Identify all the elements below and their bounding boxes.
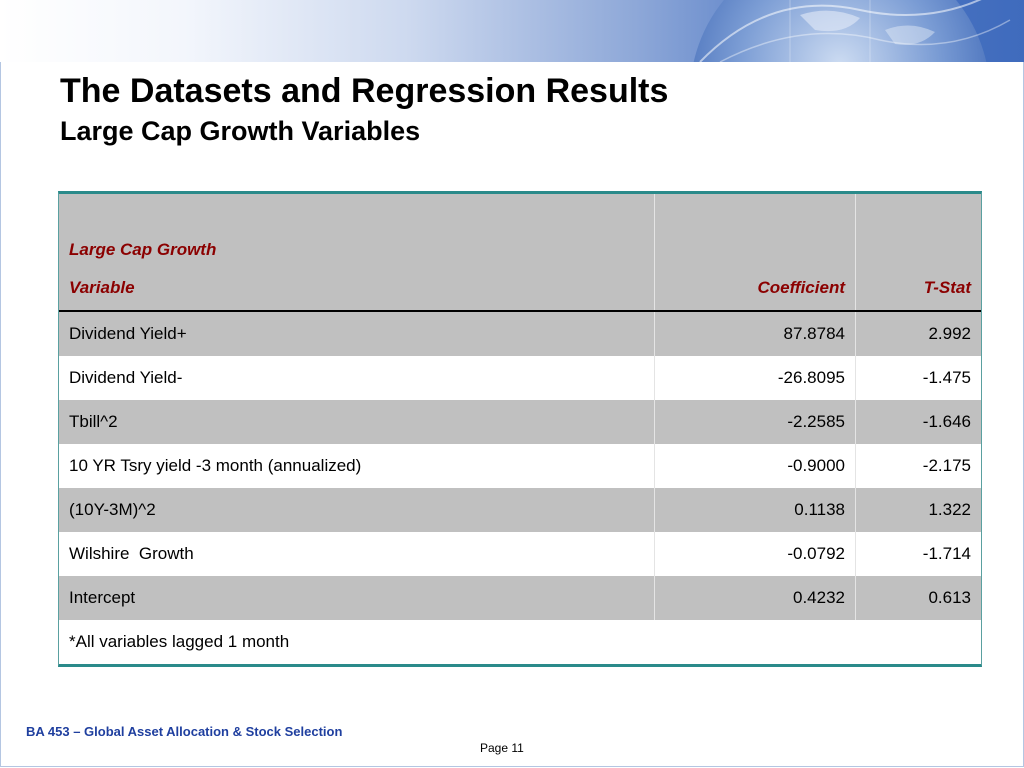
variable-cell: Dividend Yield+ [59,311,655,356]
coefficient-cell: 0.1138 [654,488,856,532]
coefficient-cell: -0.0792 [654,532,856,576]
table-row: Dividend Yield- -26.8095 -1.475 [59,356,981,400]
variable-cell: Dividend Yield- [59,356,655,400]
globe-graphic [693,0,1011,62]
variable-cell: 10 YR Tsry yield -3 month (annualized) [59,444,655,488]
tstat-cell: -1.475 [855,356,981,400]
table-note-row: *All variables lagged 1 month [59,620,981,664]
variable-cell: Intercept [59,576,655,620]
table-row: (10Y-3M)^2 0.1138 1.322 [59,488,981,532]
coefficient-cell: 0.4232 [654,576,856,620]
group-label: Large Cap Growth [59,194,655,266]
tstat-cell: -1.714 [855,532,981,576]
variable-cell: Tbill^2 [59,400,655,444]
variable-cell: (10Y-3M)^2 [59,488,655,532]
table-row: 10 YR Tsry yield -3 month (annualized) -… [59,444,981,488]
table-row: Intercept 0.4232 0.613 [59,576,981,620]
table-group-row: Large Cap Growth [59,194,981,266]
footer-course: BA 453 – Global Asset Allocation & Stock… [26,724,343,739]
header-banner [0,0,1024,62]
header-tstat: T-Stat [855,266,981,312]
coefficient-cell: -26.8095 [654,356,856,400]
tstat-cell: 2.992 [855,311,981,356]
footer-page-number: Page 11 [480,741,524,755]
table-header-row: Variable Coefficient T-Stat [59,266,981,312]
regression-table: Large Cap Growth Variable Coefficient T-… [58,191,982,667]
tstat-cell: -2.175 [855,444,981,488]
tstat-cell: -1.646 [855,400,981,444]
slide-subtitle: Large Cap Growth Variables [60,116,421,146]
coefficient-cell: 87.8784 [654,311,856,356]
table-row: Wilshire Growth -0.0792 -1.714 [59,532,981,576]
tstat-cell: 0.613 [855,576,981,620]
coefficient-cell: -2.2585 [654,400,856,444]
table-note: *All variables lagged 1 month [59,620,981,664]
coefficient-cell: -0.9000 [654,444,856,488]
tstat-cell: 1.322 [855,488,981,532]
slide-title: The Datasets and Regression Results [60,72,669,110]
table-row: Tbill^2 -2.2585 -1.646 [59,400,981,444]
table-row: Dividend Yield+ 87.8784 2.992 [59,311,981,356]
header-variable: Variable [59,266,655,312]
variable-cell: Wilshire Growth [59,532,655,576]
header-coefficient: Coefficient [654,266,856,312]
